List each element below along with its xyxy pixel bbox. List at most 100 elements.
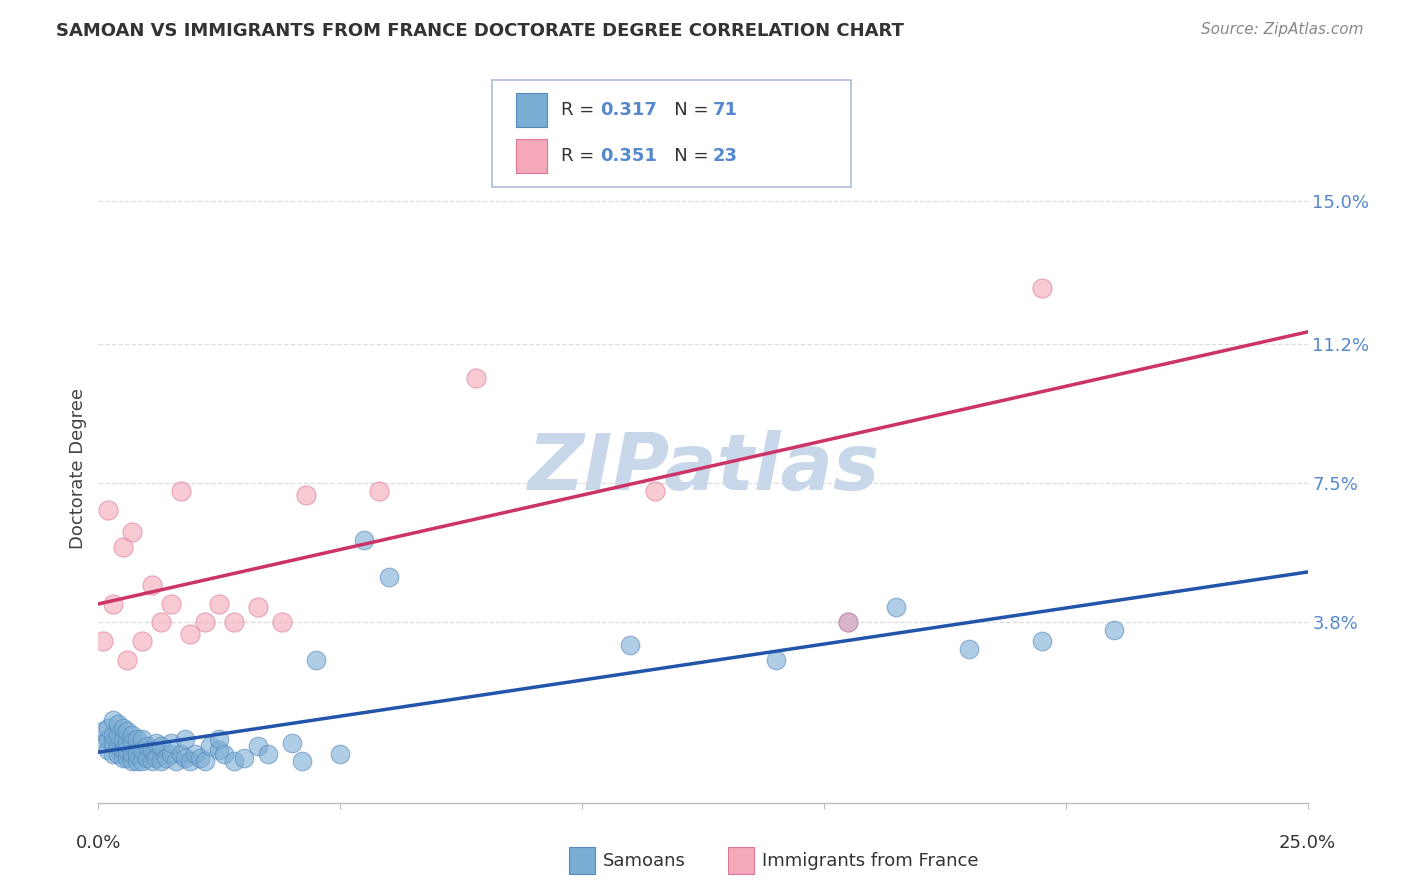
Point [135,750,157,764]
Point [353,533,375,547]
Text: N =: N = [657,147,714,165]
Point [179,626,201,640]
Point [837,615,859,630]
Point [127,731,149,746]
Point [169,483,191,498]
Point [222,755,245,769]
Point [464,371,486,385]
Y-axis label: Doctorate Degree: Doctorate Degree [69,388,87,549]
Text: R =: R = [561,101,600,119]
Point [145,736,167,750]
Point [256,747,278,761]
Point [619,638,641,652]
Point [150,755,173,769]
Point [91,634,114,648]
Point [121,525,143,540]
Point [169,747,191,761]
Point [150,739,173,754]
Point [107,747,129,761]
Point [131,743,153,757]
Point [101,728,124,742]
Point [121,755,143,769]
Point [117,736,139,750]
Point [111,743,134,757]
Point [1102,623,1125,637]
Point [208,743,231,757]
Point [107,739,129,754]
Point [135,739,157,754]
Point [765,653,787,667]
Point [97,721,120,735]
Point [131,731,153,746]
Point [101,747,124,761]
Point [188,750,211,764]
Point [91,736,114,750]
Point [111,731,134,746]
Point [117,743,139,757]
Point [97,502,120,516]
Point [305,653,328,667]
Text: Immigrants from France: Immigrants from France [762,852,979,870]
Point [107,728,129,742]
Point [290,755,312,769]
Point [208,597,231,611]
Point [97,743,120,757]
Point [160,747,183,761]
Text: SAMOAN VS IMMIGRANTS FROM FRANCE DOCTORATE DEGREE CORRELATION CHART: SAMOAN VS IMMIGRANTS FROM FRANCE DOCTORA… [56,22,904,40]
Point [111,750,134,764]
Point [141,578,163,592]
Point [117,724,139,739]
Point [281,736,304,750]
Point [121,747,143,761]
Point [198,739,221,754]
Point [121,736,143,750]
Point [97,731,120,746]
Point [101,713,124,727]
Point [271,615,294,630]
Point [111,721,134,735]
Point [886,600,908,615]
Point [160,736,183,750]
Text: 25.0%: 25.0% [1279,834,1336,852]
Point [247,600,270,615]
Point [91,724,114,739]
Point [141,755,163,769]
Point [329,747,352,761]
Point [368,483,391,498]
Point [232,750,254,764]
Point [644,483,666,498]
Point [131,634,153,648]
Point [222,615,245,630]
Point [1031,634,1053,648]
Text: 0.351: 0.351 [600,147,657,165]
Text: Samoans: Samoans [603,852,686,870]
Point [117,653,139,667]
Text: R =: R = [561,147,600,165]
Point [247,739,270,754]
Point [127,755,149,769]
Point [111,540,134,554]
Text: 23: 23 [713,147,738,165]
Point [1031,281,1053,295]
Point [194,615,217,630]
Text: 0.317: 0.317 [600,101,657,119]
Text: 0.0%: 0.0% [76,834,121,852]
Point [174,731,197,746]
Point [179,755,201,769]
Point [295,487,318,501]
Point [121,728,143,742]
Point [837,615,859,630]
Point [150,615,173,630]
Point [184,747,207,761]
Point [127,747,149,761]
Point [957,641,980,656]
Point [101,736,124,750]
Point [145,750,167,764]
Point [208,731,231,746]
Point [165,755,187,769]
Text: ZIPatlas: ZIPatlas [527,430,879,507]
Point [131,755,153,769]
Point [194,755,217,769]
Point [377,570,399,584]
Point [141,743,163,757]
